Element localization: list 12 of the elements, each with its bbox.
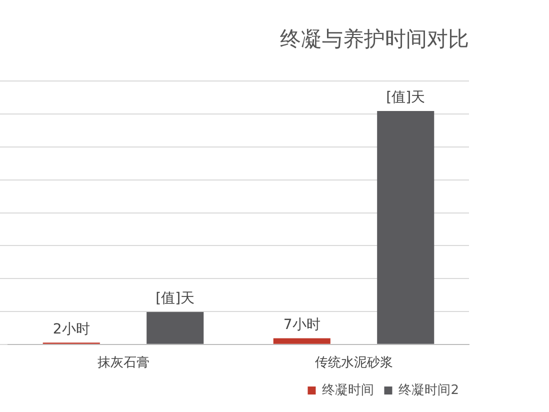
chart-title: 终凝与养护时间对比 [280, 27, 469, 52]
x-tick-label: 抹灰石膏 [97, 356, 150, 371]
data-label: 7小时 [283, 316, 320, 333]
legend-label: 终凝时间 [322, 382, 374, 398]
bar [146, 312, 204, 344]
data-label: [值]天 [386, 90, 426, 106]
legend-label: 终凝时间2 [398, 382, 460, 398]
bar [377, 111, 434, 344]
data-label: [值]天 [156, 290, 195, 307]
x-tick-label: 传统水泥砂浆 [314, 356, 393, 371]
data-label: 2小时 [52, 321, 90, 338]
bar [273, 338, 330, 344]
